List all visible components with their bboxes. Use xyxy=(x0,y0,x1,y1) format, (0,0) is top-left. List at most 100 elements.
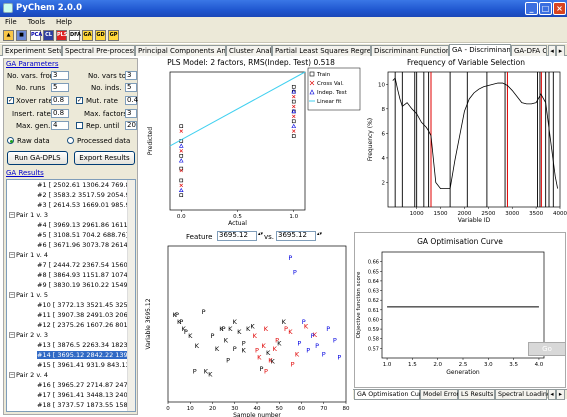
ga-dfa-icon[interactable]: GD xyxy=(95,30,106,41)
tree-item[interactable]: #18 [ 3737.57 1873.55 1584.1] xyxy=(37,401,136,409)
rep-until-input[interactable]: 20 xyxy=(125,121,137,130)
tree-group[interactable]: − Pair 1 v. 3 xyxy=(9,211,48,219)
no-vars-from-label: No. vars. from xyxy=(7,72,57,80)
menu-file[interactable]: File xyxy=(5,18,17,26)
close-button[interactable]: × xyxy=(553,2,566,15)
collapse-icon[interactable]: − xyxy=(9,372,15,378)
xover-rate-input[interactable]: 0.8 xyxy=(51,96,69,105)
open-icon[interactable]: ▲ xyxy=(3,30,14,41)
tab-cluster-analysis[interactable]: Cluster Analysis xyxy=(226,45,272,56)
export-results-button[interactable]: Export Results xyxy=(74,151,135,165)
tab-spectral-loadings[interactable]: Spectral Loadings xyxy=(495,390,554,400)
tab-ga-optimisation-curve[interactable]: GA Optimisation Curve xyxy=(354,390,429,400)
ga-optimisation-chart: 1.0 1.5 2.0 2.5 3.0 3.5 4.0 0.57 0.58 0.59 0.60 0.6… xyxy=(356,251,545,376)
tree-item[interactable]: #13 [ 3876.5 2263.34 1823.38] xyxy=(37,341,136,349)
no-vars-from-input[interactable]: 3 xyxy=(51,71,69,80)
tab-dfa[interactable]: Discriminant Function Analysis xyxy=(371,45,449,56)
scatter-x-tick-label: 30 xyxy=(231,406,238,412)
tab-scroll-right-icon[interactable]: ▸ xyxy=(556,45,565,56)
insert-rate-input[interactable]: 0.8 xyxy=(51,109,69,118)
rep-until-checkbox[interactable] xyxy=(76,122,83,129)
ga-icon[interactable]: GA xyxy=(82,30,93,41)
pls-icon[interactable]: PLS xyxy=(56,30,67,41)
feature-2-select[interactable]: 3695.12 xyxy=(276,231,316,241)
scatter-point-k: K xyxy=(208,370,213,378)
pls-crossval-point xyxy=(179,129,183,133)
feature-1-spinner-icon[interactable]: ▴▾ xyxy=(258,231,264,237)
minimize-button[interactable]: _ xyxy=(525,2,538,15)
scatter-point-p: P xyxy=(193,368,197,376)
dfa-icon[interactable]: DFA xyxy=(69,30,81,41)
tab-scroll-left-icon[interactable]: ◂ xyxy=(548,45,556,56)
scatter-point-p: P xyxy=(322,351,326,359)
feature-1-select[interactable]: 3695.12 xyxy=(217,231,257,241)
menu-bar: File Tools Help xyxy=(0,17,567,28)
no-runs-input[interactable]: 5 xyxy=(51,83,69,92)
pls-test-point xyxy=(178,187,184,192)
results-scrollbar[interactable] xyxy=(127,180,135,411)
tab-model-error[interactable]: Model Error xyxy=(420,390,459,400)
tree-group[interactable]: − Pair 2 v. 4 xyxy=(9,371,48,379)
ga-x-tick-label: 2.5 xyxy=(459,362,468,368)
maximize-button[interactable]: □ xyxy=(539,2,552,15)
collapse-icon[interactable]: − xyxy=(9,332,15,338)
pls-chart: 0.0 0.5 1.0 Actual Predicted Train Cross Val. I… xyxy=(147,67,361,226)
tree-group[interactable]: − Pair 1 v. 4 xyxy=(9,251,48,259)
tab-ls-results[interactable]: LS Results xyxy=(458,390,495,400)
tree-group[interactable]: − Pair 2 v. 3 xyxy=(9,331,48,339)
no-inds-input[interactable]: 5 xyxy=(125,83,137,92)
tree-item[interactable]: #6 [ 3671.96 3073.78 2614.53] xyxy=(37,241,136,249)
tree-item[interactable]: #17 [ 3961.41 3448.13 2406.13] xyxy=(37,391,136,399)
tab-spectral-preprocessing[interactable]: Spectral Pre-processing xyxy=(62,45,135,56)
tree-item[interactable]: #7 [ 2444.72 2367.54 1560.95] xyxy=(37,261,136,269)
tree-item[interactable]: #15 [ 3961.41 931.9 843.13] xyxy=(37,361,133,369)
no-vars-to-input[interactable]: 3 xyxy=(125,71,137,80)
ga-results-tree[interactable]: #1 [ 2502.61 1306.24 769.81] #2 [ 3583.2 … xyxy=(6,179,136,412)
tree-item[interactable]: #16 [ 3965.27 2714.87 2479.46] xyxy=(37,381,136,389)
tree-item[interactable]: #14 [ 3695.12 2842.22 1391.15] xyxy=(37,351,135,359)
processed-data-radio[interactable] xyxy=(67,137,74,144)
tree-item[interactable]: #12 [ 2375.26 1607.26 801.73] xyxy=(37,321,136,329)
tree-group[interactable]: − Pair 1 v. 5 xyxy=(9,291,48,299)
tab-ga-discriminant-pls[interactable]: GA - Discriminant PLS xyxy=(449,44,511,56)
menu-tools[interactable]: Tools xyxy=(27,18,45,26)
collapse-icon[interactable]: − xyxy=(9,252,15,258)
tab-ga-dfa-cluster[interactable]: GA-DFA Clu xyxy=(511,45,547,56)
collapse-icon[interactable]: − xyxy=(9,212,15,218)
scatter-point-k: K xyxy=(250,322,255,330)
tree-item[interactable]: #10 [ 3772.13 3521.45 3259.02] xyxy=(37,301,136,309)
feature-2-spinner-icon[interactable]: ▴▾ xyxy=(317,231,323,237)
menu-help[interactable]: Help xyxy=(55,18,72,26)
tab-pca[interactable]: Principal Components Analysis xyxy=(135,45,226,56)
raw-data-radio[interactable] xyxy=(7,137,14,144)
tree-item[interactable]: #11 [ 3907.38 2491.03 2062.66] xyxy=(37,311,136,319)
max-factors-input[interactable]: 3 xyxy=(125,109,137,118)
feature-label: Feature xyxy=(186,233,213,241)
mut-rate-input[interactable]: 0.4 xyxy=(125,96,139,105)
save-icon[interactable]: ■ xyxy=(16,30,27,41)
pca-icon[interactable]: PCA xyxy=(30,30,42,41)
scatter-point-p: P xyxy=(202,308,206,316)
max-gen-input[interactable]: 4 xyxy=(51,121,69,130)
tree-item[interactable]: #1 [ 2502.61 1306.24 769.81] xyxy=(37,181,136,189)
tree-item[interactable]: #8 [ 3864.93 1151.87 1074.69] xyxy=(37,271,136,279)
run-ga-dpls-button[interactable]: Run GA-DPLS xyxy=(7,151,68,165)
tree-item[interactable]: #5 [ 3108.51 704.2 688.76] xyxy=(37,231,129,239)
tree-item[interactable]: #4 [ 3969.13 2961.86 1611.12] xyxy=(37,221,136,229)
tree-item[interactable]: #9 [ 3830.19 3610.22 1549.38] xyxy=(37,281,136,289)
pls-legend-label: Train xyxy=(316,72,331,78)
scatter-point-p: P xyxy=(211,332,215,340)
cluster-icon[interactable]: CL xyxy=(43,30,54,41)
ga-pls-icon[interactable]: GP xyxy=(108,30,119,41)
scatter-point-k: K xyxy=(237,328,242,336)
xover-rate-checkbox[interactable]: ✓ xyxy=(7,97,14,104)
bottom-tab-left-icon[interactable]: ◂ xyxy=(548,390,556,400)
pls-test-point xyxy=(178,143,184,148)
tab-pls-regression[interactable]: Partial Least Squares Regression xyxy=(272,45,371,56)
bottom-tab-right-icon[interactable]: ▸ xyxy=(556,390,565,400)
collapse-icon[interactable]: − xyxy=(9,292,15,298)
tab-experiment-setup[interactable]: Experiment Setup xyxy=(2,45,62,56)
tree-item[interactable]: #2 [ 3583.2 3517.59 2054.94] xyxy=(37,191,136,199)
mut-rate-checkbox[interactable]: ✓ xyxy=(76,97,83,104)
tree-item[interactable]: #3 [ 2614.53 1669.01 985.93] xyxy=(37,201,136,209)
